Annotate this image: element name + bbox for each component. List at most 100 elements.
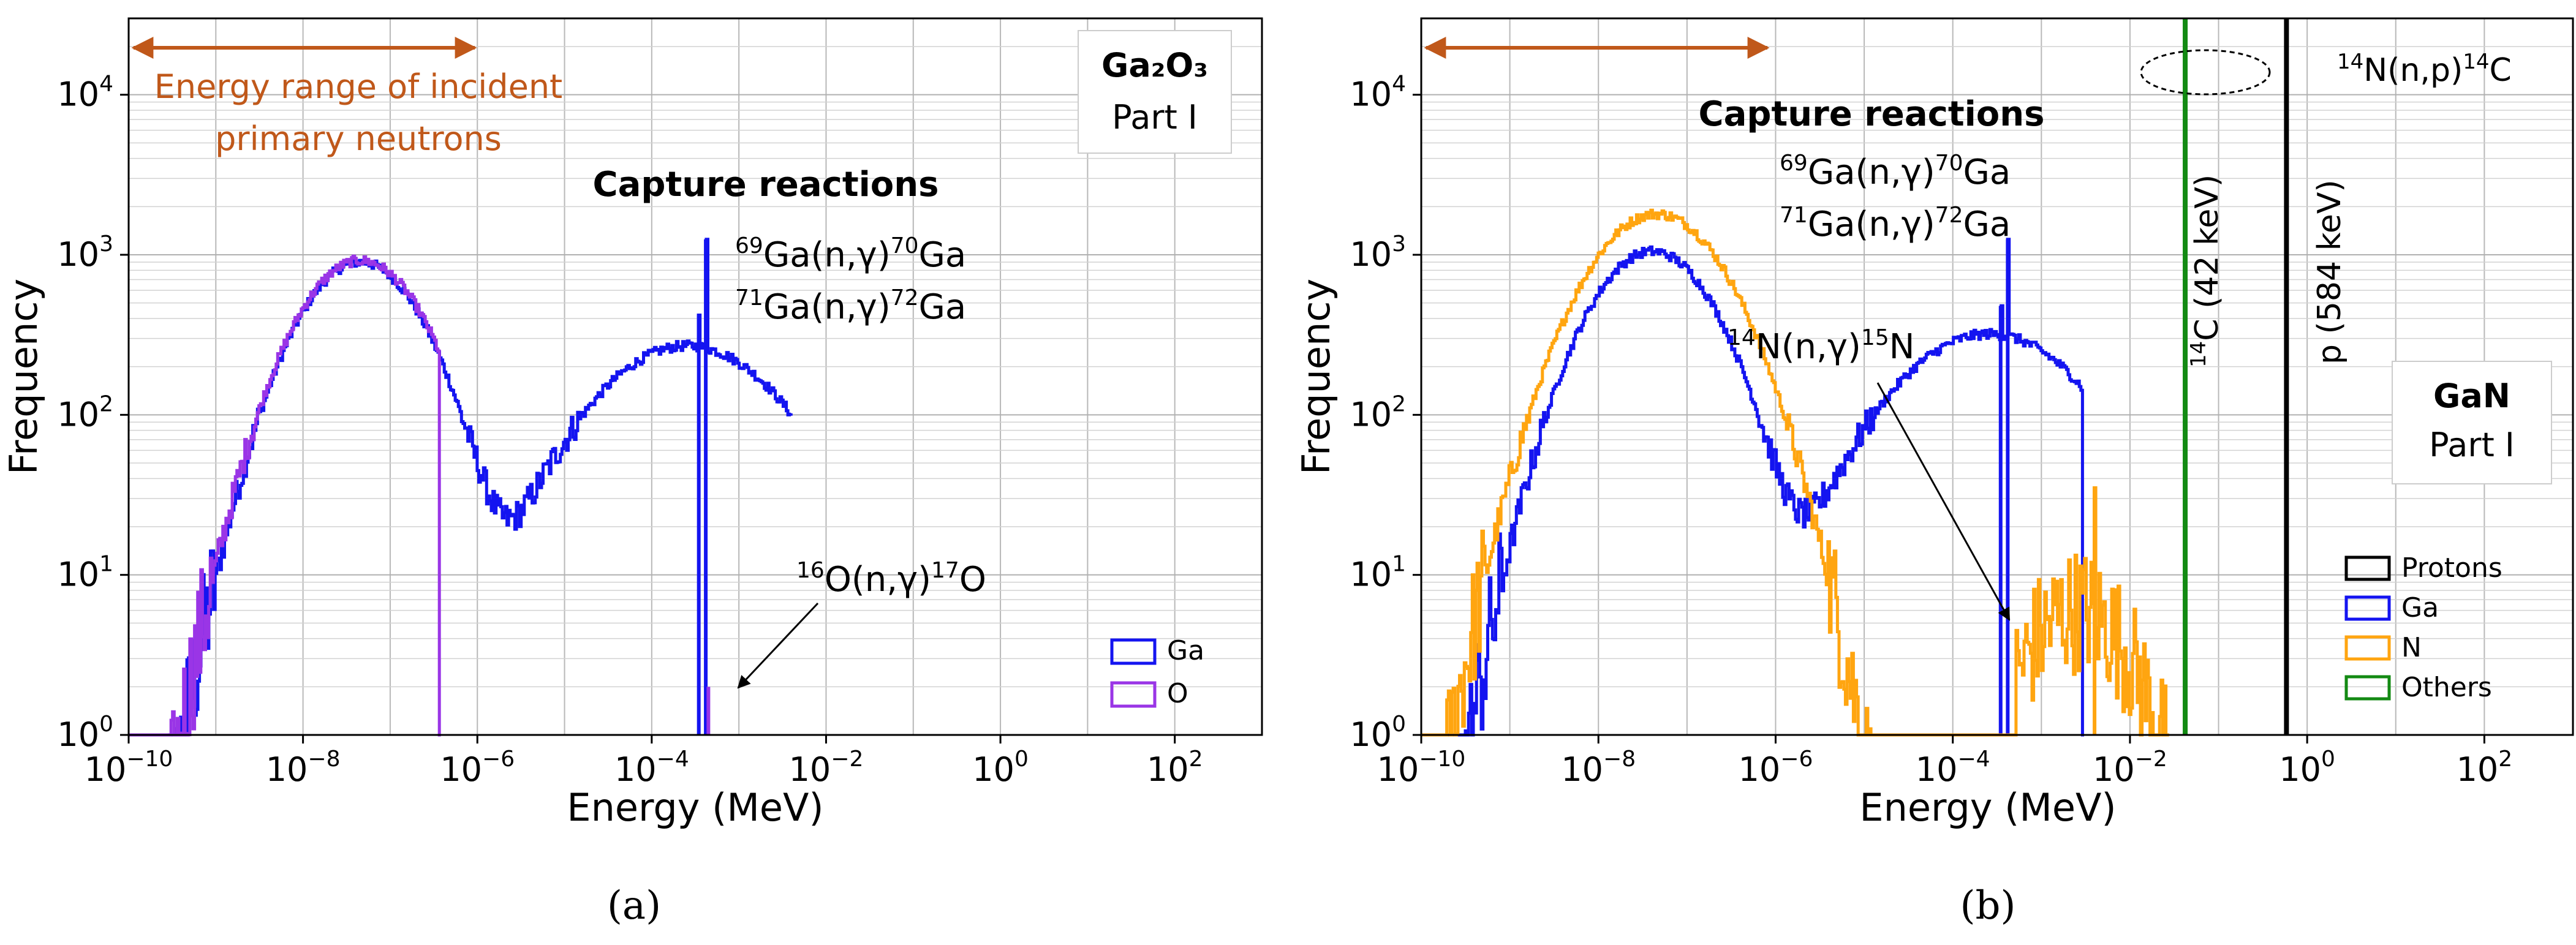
plot-frame-b: [1420, 17, 2574, 736]
ylabel-a: Frequency: [1, 279, 46, 475]
ann-b-ga69-b: ): [1922, 152, 1935, 192]
ann-b-n14-pre: 14: [1728, 325, 1756, 350]
y-tick-label-a: 102: [57, 391, 113, 434]
x-tick-label-a: 102: [1147, 747, 1203, 789]
ann-b-ga69-g: γ: [1902, 152, 1922, 192]
vline-label-p: p (584 keV): [2311, 179, 2348, 364]
y-tick-label-b: 101: [1350, 552, 1406, 594]
annotation-o16-a: 16O(n,γ)17O: [796, 558, 986, 600]
ann-b-n14-post: 15: [1861, 325, 1889, 350]
ann-b-n14-c: N: [1889, 327, 1915, 367]
vline-label-14c-pre: 14: [2186, 341, 2211, 367]
x-tick-label-b: 10−8: [1561, 747, 1636, 789]
x-tick-label-a: 10−10: [85, 747, 173, 789]
ann-ga69-post: 70: [891, 233, 919, 258]
legend-label-o-a: O: [1167, 678, 1188, 709]
vlines-b: [2183, 18, 2289, 735]
ann-o16-post: 17: [931, 558, 959, 583]
legend-label-others-b: Others: [2401, 672, 2492, 703]
ann-b-ga71-c: Ga: [1963, 205, 2011, 244]
ann-ga71-pre: 71: [735, 285, 763, 311]
ann-o16-g: γ: [897, 560, 918, 600]
annotation-o16-arrow: [737, 602, 819, 689]
y-tick-label-a: 101: [57, 552, 113, 594]
y-tick-label-b: 102: [1350, 391, 1406, 434]
vline-label-14c-text: C (42 keV): [2189, 175, 2226, 341]
panel-label-a: (a): [607, 883, 661, 928]
panel-b: 10−10 10−8 10−6 10−4 10−2 100 102 100 101 102 103 1…: [1294, 17, 2574, 928]
material-box-b: [2392, 361, 2552, 484]
legend-label-ga-a: Ga: [1167, 635, 1204, 666]
ann-b-ga71-g: γ: [1902, 205, 1922, 244]
annotation-n14p-b: 14N(n,p)14C: [2337, 50, 2512, 89]
x-tick-label-a: 10−8: [266, 747, 341, 789]
legend-label-protons-b: Protons: [2401, 552, 2502, 584]
vline-label-14c: 14C (42 keV): [2186, 175, 2226, 367]
y-tick-label-b: 100: [1350, 712, 1406, 754]
ann-ga71-c: Ga: [918, 287, 966, 327]
ticks-a: 10−10 10−8 10−6 10−4 10−2 100 102 100 101 102 103 1…: [57, 72, 1203, 789]
legend-swatch-ga-b: [2344, 595, 2391, 621]
ann-ga69-g: γ: [857, 235, 877, 275]
y-tick-label-a: 103: [57, 232, 113, 274]
ann-ga71-g: γ: [857, 287, 877, 327]
x-tick-label-b: 102: [2457, 747, 2513, 789]
ann-ga69-pre: 69: [735, 233, 763, 258]
ann-ga69-b: ): [877, 235, 891, 275]
ylabel-b: Frequency: [1294, 279, 1339, 475]
ann-ga71-post: 72: [891, 285, 919, 311]
ann-ga69-a: Ga(n,: [763, 235, 857, 275]
legend-label-n-b: N: [2401, 632, 2422, 663]
ticks-b: 10−10 10−8 10−6 10−4 10−2 100 102 100 101 102 103 1…: [1350, 72, 2512, 789]
legend-swatch-protons-b: [2344, 555, 2391, 581]
x-tick-label-b: 100: [2279, 747, 2335, 789]
annotation-ga69-b: 69Ga(n,γ)70Ga: [1780, 151, 2011, 192]
ann-ga71-b: ): [877, 287, 891, 327]
legend-label-ga-b: Ga: [2401, 592, 2439, 623]
series-ga-b: [1448, 238, 2084, 737]
x-tick-label-a: 10−2: [789, 747, 864, 789]
ann-o16-pre: 16: [796, 558, 825, 583]
capture-title-b: Capture reactions: [1699, 94, 2045, 134]
legend-swatch-o-a: [1110, 681, 1157, 708]
energy-range-text-a-line1: Energy range of incident: [154, 67, 562, 106]
x-tick-label-b: 10−6: [1739, 747, 1813, 789]
ann-b-np-post: 14: [2463, 50, 2489, 74]
ann-b-n14-b: ): [1848, 327, 1861, 367]
ann-b-ga69-post: 70: [1935, 151, 1963, 176]
xlabel-a: Energy (MeV): [567, 785, 823, 830]
ann-o16-a: O(n,: [825, 560, 897, 600]
annotation-ga71-b: 71Ga(n,γ)72Ga: [1780, 203, 2011, 244]
x-tick-label-a: 100: [972, 747, 1029, 789]
ann-b-ga69-pre: 69: [1780, 151, 1808, 176]
annotation-ga69-a: 69Ga(n,γ)70Ga: [735, 233, 966, 275]
ann-b-ga71-pre: 71: [1780, 203, 1808, 228]
x-tick-label-b: 10−10: [1377, 747, 1466, 789]
annotation-n14-arrow: [1876, 382, 2011, 621]
x-tick-label-b: 10−2: [2093, 747, 2167, 789]
grid-b: [1421, 18, 2573, 736]
ann-b-ga69-a: Ga(n,: [1808, 152, 1902, 192]
panel-label-a-text: (a): [607, 883, 661, 928]
legend-swatch-ga-a: [1110, 638, 1157, 665]
annotation-ga71-a: 71Ga(n,γ)72Ga: [735, 285, 966, 327]
panel-label-b-text: (b): [1960, 883, 2016, 928]
ann-b-ga71-b: ): [1922, 205, 1935, 244]
np-ellipse: [2140, 49, 2271, 96]
legend-b: Protons Ga N Others: [2344, 552, 2502, 703]
panel-label-b: (b): [1960, 883, 2016, 928]
capture-title-a: Capture reactions: [593, 165, 939, 205]
plot-frame-a: [127, 17, 1263, 736]
ann-b-n14-g: γ: [1827, 327, 1848, 367]
ann-b-ga71-a: Ga(n,: [1808, 205, 1902, 244]
ann-b-ga69-c: Ga: [1963, 152, 2011, 192]
material-label-b: GaN: [2433, 377, 2510, 415]
ann-b-n14-a: N(n,: [1756, 327, 1827, 367]
legend-a: Ga O: [1110, 635, 1204, 709]
ann-b-np-pre: 14: [2337, 50, 2363, 74]
y-tick-label-b: 104: [1350, 72, 1406, 114]
ann-ga69-c: Ga: [918, 235, 966, 275]
x-tick-label-a: 10−6: [440, 747, 515, 789]
series-line-ga-a: [146, 238, 793, 737]
series-ga-a: [146, 238, 793, 737]
